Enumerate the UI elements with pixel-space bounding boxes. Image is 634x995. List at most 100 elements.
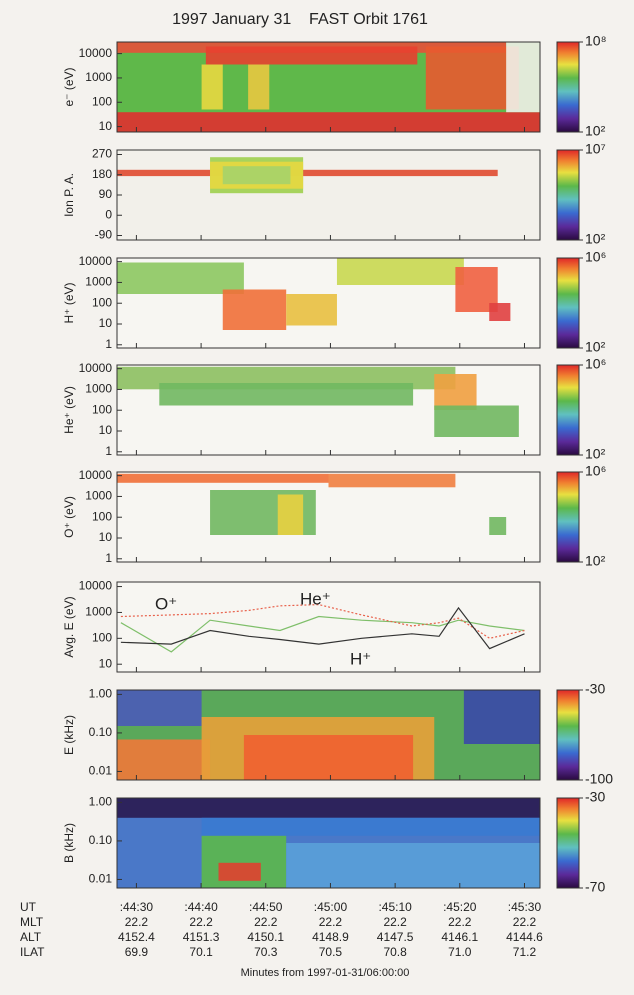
x-axis-label: Minutes from 1997-01-31/06:00:00 (241, 967, 410, 979)
y-axis-label: E (kHz) (62, 715, 76, 755)
colorbar (556, 364, 580, 456)
table-cell: 70.3 (254, 945, 278, 959)
texture (205, 46, 418, 65)
y-tick-label: 90 (99, 187, 113, 201)
series-line (120, 606, 525, 650)
series-label: H⁺ (350, 649, 371, 668)
texture (117, 169, 498, 177)
y-tick-label: 1 (105, 444, 112, 458)
y-tick-label: 1 (105, 551, 112, 565)
texture (117, 473, 329, 483)
table-cell: 22.2 (189, 915, 213, 929)
x-tick-label: :45:30 (508, 900, 542, 914)
texture (117, 690, 202, 726)
y-tick-label: 1.00 (89, 687, 113, 701)
table-cell: 4150.1 (247, 930, 284, 944)
series-line (120, 603, 525, 639)
y-axis-label: Ion P. A. (62, 173, 76, 217)
texture (222, 289, 287, 330)
y-axis-label: e⁻ (eV) (62, 67, 76, 106)
y-tick-label: 1.00 (89, 795, 113, 809)
y-tick-label: 1000 (85, 605, 112, 619)
texture (117, 798, 540, 818)
y-tick-label: 270 (92, 147, 112, 161)
panel: -90 0 90 180 270 Ion P. A. 10² 10⁷ (62, 141, 605, 247)
frame (116, 581, 541, 673)
y-tick-label: 0.10 (89, 725, 113, 739)
table-cell: 70.8 (383, 945, 407, 959)
y-tick-label: 1000 (85, 489, 112, 503)
table-cell: 70.5 (319, 945, 343, 959)
series-label: O⁺ (155, 594, 177, 613)
x-tick-label: :44:30 (120, 900, 154, 914)
y-tick-label: -90 (95, 228, 113, 242)
panel: 0.01 0.10 1.00 B (kHz) -70 -30 (62, 789, 605, 895)
y-tick-label: 10 (99, 656, 113, 670)
texture (506, 42, 540, 113)
y-tick-label: 100 (92, 630, 112, 644)
table-cell: 22.2 (125, 915, 149, 929)
frame (116, 797, 541, 889)
y-tick-label: 10000 (79, 361, 113, 375)
texture (243, 735, 414, 780)
colorbar-label: 10² (585, 231, 606, 247)
series-line (120, 615, 525, 653)
colorbar-label: -70 (585, 879, 605, 895)
colorbar (556, 257, 580, 349)
texture (117, 739, 211, 780)
texture (117, 112, 540, 132)
y-tick-label: 0 (105, 207, 112, 221)
table-cell: 4152.4 (118, 930, 155, 944)
colorbar-label: -100 (585, 771, 613, 787)
texture (434, 405, 519, 437)
colorbar (556, 689, 580, 781)
colorbar (556, 41, 580, 133)
y-tick-label: 100 (92, 94, 112, 108)
colorbar-label: 10² (585, 339, 606, 355)
y-axis-label: H⁺ (eV) (62, 282, 76, 323)
plot-area (117, 582, 540, 672)
colorbar-label: -30 (585, 789, 605, 805)
y-tick-label: 0.01 (89, 872, 113, 886)
table-cell: 22.2 (254, 915, 278, 929)
y-tick-label: 100 (92, 295, 112, 309)
texture (286, 294, 337, 326)
x-tick-label: :45:00 (314, 900, 348, 914)
table-cell: 4146.1 (441, 930, 478, 944)
texture (328, 473, 456, 488)
table-cell: 22.2 (448, 915, 472, 929)
frame (116, 689, 541, 781)
colorbar-label: 10⁶ (585, 356, 606, 372)
frame (116, 41, 541, 133)
y-tick-label: 10000 (79, 579, 113, 593)
y-tick-label: 100 (92, 509, 112, 523)
chart-title: 1997 January 31 FAST Orbit 1761 (172, 11, 428, 28)
texture (286, 843, 540, 888)
y-tick-label: 0.01 (89, 764, 113, 778)
table-cell: 71.0 (448, 945, 472, 959)
texture (159, 383, 414, 406)
colorbar-label: 10⁸ (585, 33, 607, 49)
texture (463, 690, 540, 744)
y-tick-label: 10 (99, 423, 113, 437)
table-cell: 4151.3 (183, 930, 220, 944)
y-tick-label: 10 (99, 530, 113, 544)
panel: 0.01 0.10 1.00 E (kHz) -100 -30 (62, 681, 613, 787)
colorbar (556, 149, 580, 241)
y-tick-label: 1000 (85, 382, 112, 396)
colorbar (556, 797, 580, 889)
y-axis-label: B (kHz) (62, 823, 76, 863)
x-tick-label: :44:50 (249, 900, 283, 914)
table-cell: 22.2 (383, 915, 407, 929)
table-cell: 4144.6 (506, 930, 543, 944)
y-axis-label: He⁺ (eV) (62, 386, 76, 434)
y-tick-label: 10 (99, 316, 113, 330)
texture (434, 374, 477, 410)
texture (117, 262, 244, 294)
y-tick-label: 10000 (79, 468, 113, 482)
row-label: UT (20, 900, 37, 914)
